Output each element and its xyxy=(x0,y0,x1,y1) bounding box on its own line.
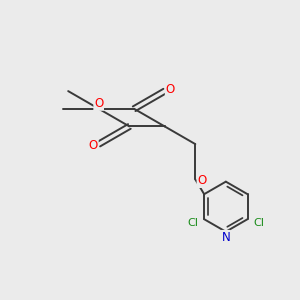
Text: O: O xyxy=(197,174,206,188)
Text: O: O xyxy=(165,83,175,96)
Text: O: O xyxy=(94,97,104,110)
Text: O: O xyxy=(89,139,98,152)
Text: O: O xyxy=(94,97,104,110)
Text: Cl: Cl xyxy=(253,218,264,228)
Text: Cl: Cl xyxy=(188,218,199,228)
Text: N: N xyxy=(221,230,230,244)
